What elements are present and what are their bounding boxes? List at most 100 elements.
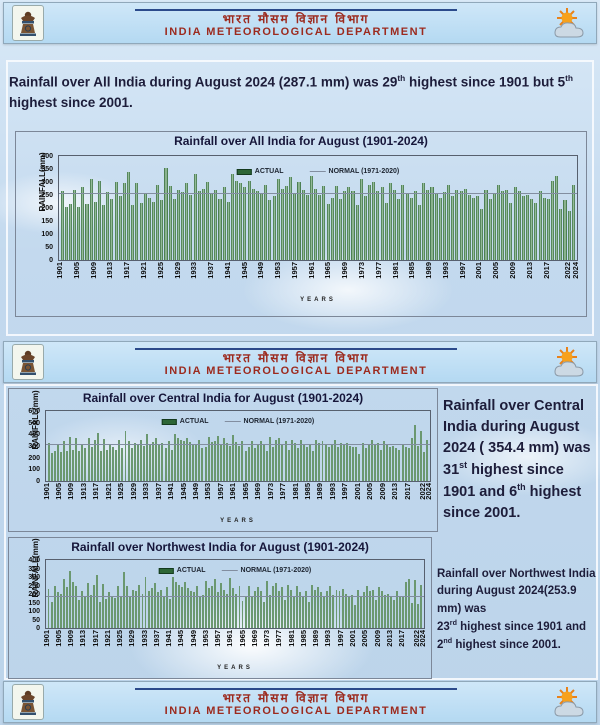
ordinal-suffix: th <box>517 481 526 492</box>
x-tick-label: 1961 <box>306 262 316 279</box>
bar <box>371 589 374 628</box>
bar <box>459 191 463 260</box>
x-tick-label: 1921 <box>103 483 113 500</box>
bar <box>105 599 108 628</box>
bar <box>74 585 77 628</box>
bar <box>268 594 271 628</box>
bar <box>99 601 102 628</box>
bar <box>434 193 438 260</box>
x-tick-label: 1937 <box>206 262 216 279</box>
y-tick-label: 50 <box>45 244 53 251</box>
bar <box>321 441 324 481</box>
bar <box>133 443 136 481</box>
bar <box>293 596 296 628</box>
ordinal-suffix: th <box>565 73 573 83</box>
bar <box>384 594 386 628</box>
bar <box>89 179 93 260</box>
statement-text: highest since 1901 but 5 <box>405 74 566 90</box>
bar <box>182 441 185 481</box>
bar <box>208 588 211 628</box>
bar <box>262 601 265 628</box>
y-tick-label: 400 <box>41 153 53 160</box>
bar <box>396 590 399 628</box>
bar <box>96 433 99 481</box>
x-tick-label: 1985 <box>303 483 313 500</box>
bar <box>159 589 162 628</box>
header-bottom: भारत मौसम विज्ञान विभाग INDIA METEOROLOG… <box>3 681 597 723</box>
bar <box>392 446 395 481</box>
bar <box>123 571 126 628</box>
bar <box>347 595 350 628</box>
bar <box>47 588 50 628</box>
x-tick-label: 1989 <box>311 630 321 647</box>
bar <box>390 596 393 628</box>
bar <box>64 206 68 260</box>
bar <box>223 438 225 481</box>
bar <box>374 599 377 628</box>
bar <box>323 595 326 628</box>
bar <box>135 591 138 628</box>
bar <box>365 585 368 628</box>
bar <box>472 197 476 260</box>
x-tick-label: 1937 <box>151 630 161 647</box>
actual-legend-swatch <box>236 168 252 175</box>
legend-actual: ACTUAL <box>236 168 284 175</box>
bar <box>165 587 168 628</box>
bar <box>260 193 264 260</box>
bar <box>280 188 284 260</box>
bar <box>275 440 278 481</box>
bar <box>416 446 419 481</box>
bar <box>230 174 235 260</box>
bar <box>129 596 132 628</box>
x-tick-label: 1945 <box>176 630 186 647</box>
emblem-graphic <box>20 350 36 375</box>
bar <box>334 185 338 260</box>
bar <box>338 590 341 628</box>
bar <box>130 447 133 481</box>
bar <box>97 180 102 260</box>
y-tick-label: 0 <box>36 625 40 632</box>
bar <box>343 191 347 260</box>
bar <box>117 585 120 628</box>
bar <box>411 602 414 628</box>
bar <box>344 594 347 628</box>
bar <box>180 587 183 628</box>
bar <box>193 592 195 628</box>
sun-cloud-icon <box>548 7 586 39</box>
x-tick-label: 1925 <box>116 483 126 500</box>
bar <box>290 439 293 481</box>
x-axis-title: YEARS <box>300 297 336 303</box>
y-tick-label: 150 <box>28 599 40 607</box>
bar <box>571 185 575 260</box>
bar <box>318 443 321 481</box>
bar <box>185 183 189 260</box>
northwest-india-chart: Rainfall over Northwest India for August… <box>8 537 432 679</box>
x-tick-label: 1937 <box>153 483 163 500</box>
bar <box>492 193 496 260</box>
x-tick-label: 1917 <box>90 630 100 647</box>
y-tick-label: 500 <box>28 419 40 427</box>
bar <box>164 167 168 260</box>
bar <box>87 438 90 481</box>
bar <box>50 453 53 481</box>
bar <box>218 198 222 260</box>
bar <box>336 446 339 481</box>
x-tick-label: 1993 <box>327 483 337 500</box>
y-tick-label: 0 <box>49 257 53 264</box>
bar <box>271 585 274 628</box>
ordinal-suffix: th <box>397 73 406 83</box>
x-tick-label: 1985 <box>407 262 417 279</box>
x-axis-labels: 1901 1905 1909 1913 1917 1921 1925 1929 1933 1937… <box>55 261 580 298</box>
bar <box>339 443 342 481</box>
bar <box>555 175 559 260</box>
actual-legend-swatch <box>158 567 174 574</box>
bar <box>56 443 59 481</box>
bar <box>173 434 176 481</box>
y-tick-label: 350 <box>28 565 40 573</box>
bar <box>290 589 292 628</box>
bar <box>164 447 167 481</box>
y-axis-ticks: 0 50 100 150 200 250 300 350 400 <box>33 153 56 264</box>
bar <box>404 447 407 481</box>
bar <box>333 440 336 481</box>
bar <box>346 442 349 481</box>
